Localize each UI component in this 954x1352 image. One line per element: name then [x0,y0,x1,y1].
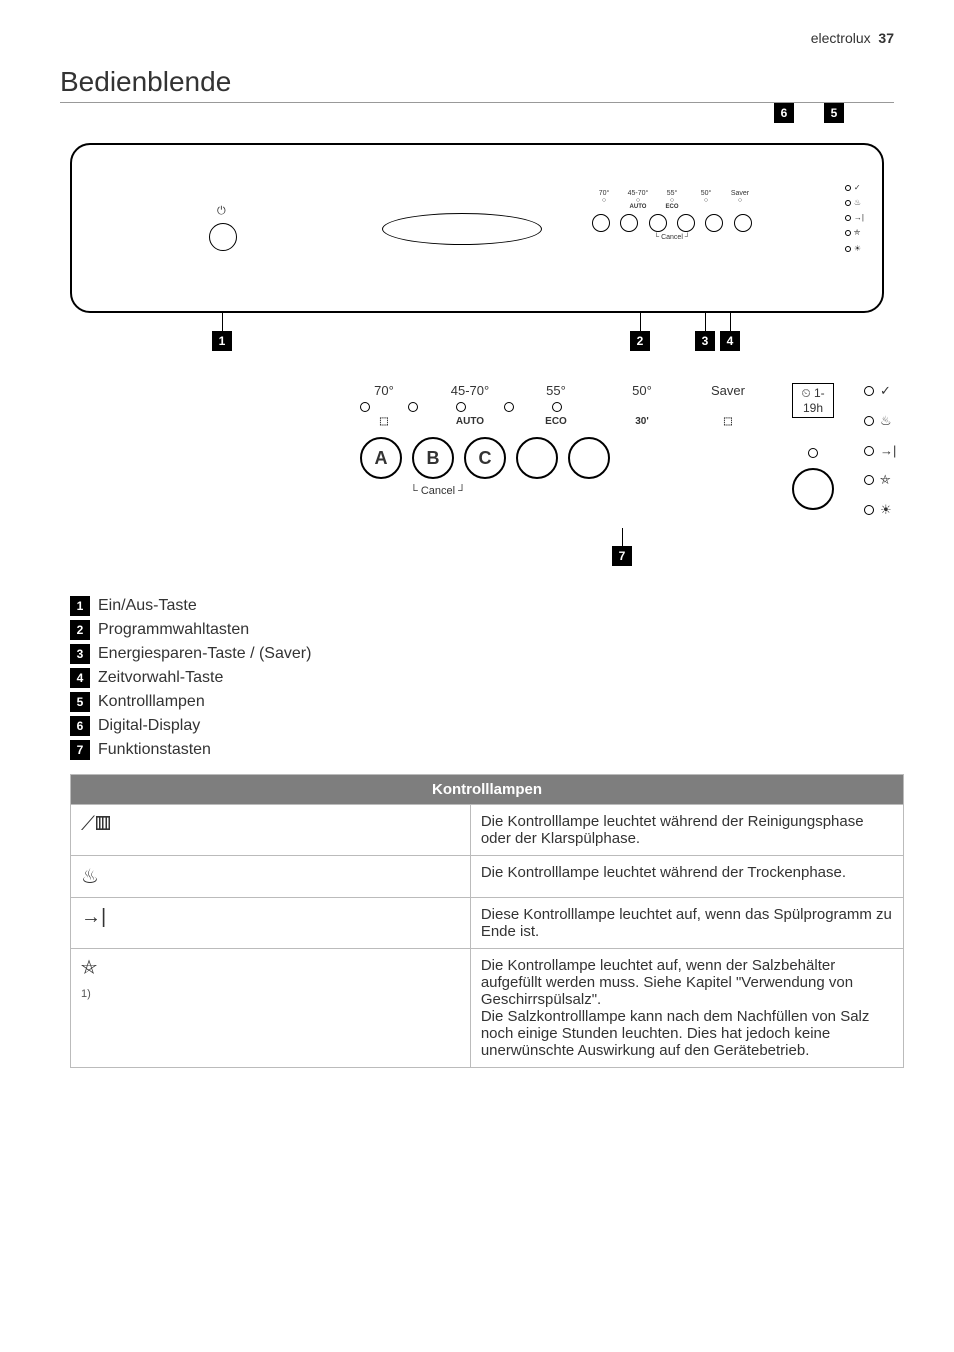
legend-label: Ein/Aus-Taste [98,597,197,615]
legend-num: 2 [70,620,90,640]
row-text: Diese Kontrolllampe leuchtet auf, wenn d… [470,898,903,949]
function-button[interactable] [516,437,558,479]
prog-button[interactable] [592,214,610,232]
callout-3: 3 [695,331,715,351]
indicator-table: Kontrolllampen ⟋▥ Die Kontrolllampe leuc… [70,774,904,1068]
led-icon: ♨ [880,413,892,429]
table-row: ♨ Die Kontrolllampe leuchtet während der… [71,856,904,898]
led-indicator-column-small: ✓ ♨ →| ⛤ ☀ [845,183,864,253]
function-button-a[interactable]: A [360,437,402,479]
callout-1: 1 [212,331,232,351]
row-text: Die Kontrolllampe leuchtet während der R… [470,805,903,856]
legend-num: 5 [70,692,90,712]
led-icon: →| [880,443,896,458]
prog-mode [692,204,720,210]
prog-mode: ECO [658,204,686,210]
table-row: →| Diese Kontrolllampe leuchtet auf, wen… [71,898,904,949]
table-row: ⛤ 1) Die Kontrollampe leuchtet auf, wenn… [71,949,904,1068]
callout-4: 4 [720,331,740,351]
detail-temp: 55° [532,383,580,398]
legend-label: Kontrolllampen [98,693,205,711]
program-group-small: 70° 45-70° 55° 50° Saver ○○○○○ AUTO ECO [587,190,757,241]
legend-list: 1 Ein/Aus-Taste 2 Programmwahltasten 3 Ener… [70,596,884,760]
prog-mode [726,204,754,210]
legend-num: 3 [70,644,90,664]
prog-button[interactable] [649,214,667,232]
power-icon: ⏻ [217,205,226,218]
power-button[interactable] [209,223,237,251]
prog-temp: Saver [726,190,754,197]
prog-mode: AUTO [624,204,652,210]
page-number: 37 [878,30,894,46]
prog-temp: 70° [590,190,618,197]
led-icon: ☀ [880,502,892,518]
detail-temp: 50° [618,383,666,398]
footnote: 1) [81,988,91,1000]
cancel-label-small: └ Cancel ┘ [587,234,757,241]
callout-5: 5 [824,103,844,123]
led-icon: ⛤ [880,472,890,488]
row-icon: →| [71,898,471,949]
prog-button[interactable] [734,214,752,232]
callout-7: 7 [612,546,632,566]
prog-temp: 50° [692,190,720,197]
function-button-b[interactable]: B [412,437,454,479]
legend-label: Digital-Display [98,717,200,735]
table-row: ⟋▥ Die Kontrolllampe leuchtet während de… [71,805,904,856]
legend-label: Energiesparen-Taste / (Saver) [98,645,311,663]
detail-temp: Saver [704,383,752,398]
detail-mode: 30' [618,416,666,427]
prog-temp: 45-70° [624,190,652,197]
prog-button[interactable] [705,214,723,232]
legend-label: Funktionstasten [98,741,211,759]
callout-6: 6 [774,103,794,123]
led-indicator-column: ✓ ♨ →| ⛤ ☀ [864,383,896,518]
control-panel-diagram: 6 5 ⏻ 70° 45-70° 55° 50° Saver ○○○○○ AUT… [70,143,884,353]
legend-num: 6 [70,716,90,736]
prog-temp: 55° [658,190,686,197]
table-title: Kontrolllampen [71,775,904,805]
function-button[interactable] [568,437,610,479]
function-button-c[interactable]: C [464,437,506,479]
detail-mode: ECO [532,416,580,427]
row-icon: ♨ [71,856,471,898]
callout-2: 2 [630,331,650,351]
detail-temp: 70° [360,383,408,398]
delay-button[interactable] [792,468,834,510]
row-text: Die Kontrolllampe leuchtet während der T… [470,856,903,898]
legend-num: 4 [70,668,90,688]
section-title: Bedienblende [60,66,894,103]
display-oval [382,213,542,245]
detail-temp: 45-70° [446,383,494,398]
legend-label: Programmwahltasten [98,621,249,639]
prog-button[interactable] [677,214,695,232]
row-icon: ⛤ 1) [71,949,471,1068]
led-icon: ✓ [880,383,891,399]
detail-mode: AUTO [446,416,494,427]
brand-label: electrolux [811,30,871,46]
page-header: electrolux 37 [60,30,894,46]
prog-button[interactable] [620,214,638,232]
legend-num: 1 [70,596,90,616]
row-icon: ⟋▥ [71,805,471,856]
control-panel-detail: 70° 45-70° 55° 50° Saver ⬚ AUTO ECO 30' … [360,383,884,566]
delay-display: ⏲ 1-19h [792,383,834,418]
cancel-label: Cancel [410,485,752,497]
row-text: Die Kontrollampe leuchtet auf, wenn der … [470,949,903,1068]
legend-label: Zeitvorwahl-Taste [98,669,223,687]
legend-num: 7 [70,740,90,760]
prog-mode [590,204,618,210]
